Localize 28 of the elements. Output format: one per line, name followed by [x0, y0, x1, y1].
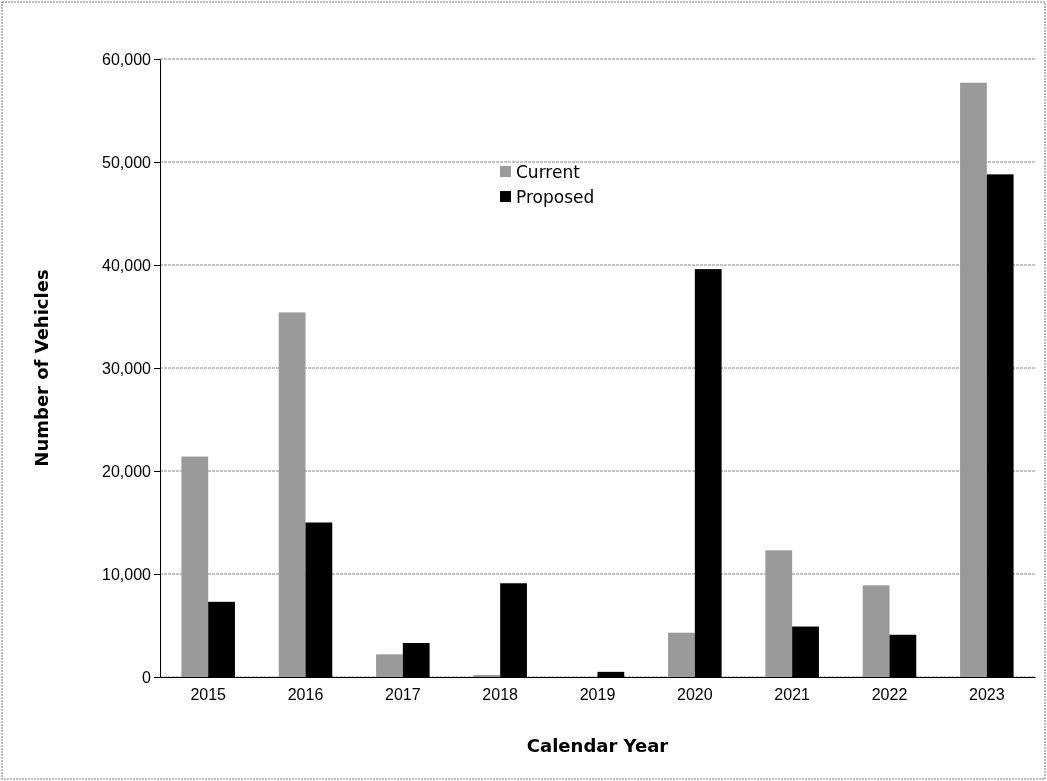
bar — [278, 312, 306, 677]
bar — [473, 674, 501, 677]
bar — [181, 456, 209, 677]
x-axis-title: Calendar Year — [526, 735, 669, 756]
y-tick-label: 20,000 — [102, 462, 152, 480]
bar — [862, 585, 890, 677]
y-tick-label: 50,000 — [102, 153, 152, 171]
x-tick-label: 2021 — [774, 686, 811, 704]
x-tick-label: 2023 — [969, 686, 1005, 704]
y-axis-title: Number of Vehicles — [31, 269, 52, 467]
y-tick-label: 40,000 — [102, 256, 152, 274]
x-tick-label: 2020 — [677, 686, 713, 704]
bar — [960, 82, 987, 677]
bar — [765, 550, 793, 677]
x-tick-label: 2019 — [579, 686, 616, 704]
x-tick-label: 2022 — [871, 686, 908, 704]
y-tick-label: 0 — [142, 668, 152, 686]
x-tick-label: 2016 — [287, 686, 324, 704]
y-tick-label: 30,000 — [102, 359, 152, 377]
x-tick-label: 2017 — [385, 686, 421, 704]
x-tick-label: 2018 — [482, 686, 519, 704]
legend-label: Proposed — [516, 186, 595, 207]
bar — [668, 632, 695, 677]
legend-label: Current — [516, 161, 581, 182]
y-tick-label: 60,000 — [102, 50, 152, 68]
y-tick-label: 10,000 — [102, 565, 152, 583]
bar — [376, 654, 403, 677]
x-tick-label: 2015 — [190, 686, 227, 704]
